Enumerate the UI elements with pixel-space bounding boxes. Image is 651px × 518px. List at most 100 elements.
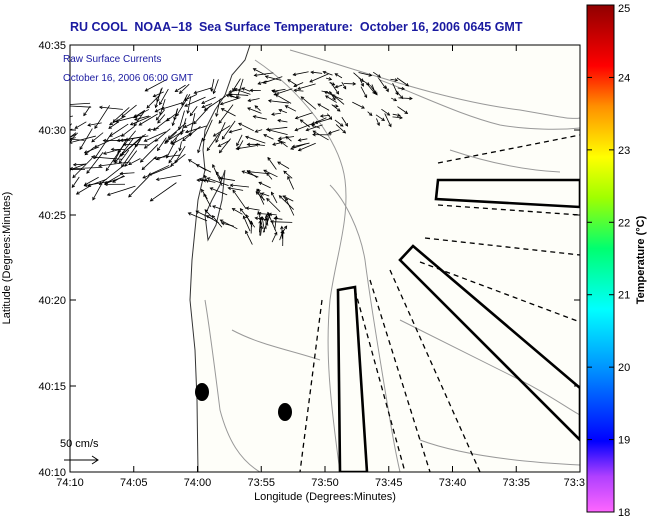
current-vector xyxy=(211,215,223,228)
current-vector xyxy=(229,128,243,133)
current-vector-head xyxy=(228,89,233,94)
current-vector xyxy=(112,175,125,183)
x-axis-label: Longitude (Degrees:Minutes) xyxy=(254,491,396,503)
current-vector-head xyxy=(56,173,59,176)
current-vector xyxy=(121,133,146,156)
current-vector xyxy=(253,115,267,120)
current-vector-head xyxy=(254,105,259,109)
current-vector xyxy=(285,105,297,112)
current-vector xyxy=(179,141,182,151)
current-vector-head xyxy=(245,230,249,234)
current-vector-head xyxy=(212,163,216,168)
current-vector xyxy=(86,151,104,174)
current-vector-head xyxy=(247,98,252,103)
current-vector xyxy=(293,82,304,87)
current-vector xyxy=(385,85,389,92)
current-vector-head xyxy=(138,122,143,126)
current-vector-head xyxy=(228,129,233,134)
current-vector xyxy=(148,165,170,176)
current-vector-head xyxy=(201,188,205,193)
scale-label: 50 cm/s xyxy=(60,438,99,450)
current-vector-head xyxy=(310,70,315,75)
current-vector xyxy=(213,79,219,94)
current-vector-head xyxy=(263,169,267,173)
current-vector xyxy=(263,169,278,178)
current-vector-head xyxy=(322,70,327,75)
current-vector-head xyxy=(128,161,132,166)
current-vector xyxy=(113,137,128,163)
current-vector xyxy=(358,77,370,86)
current-vector-head xyxy=(98,163,102,168)
current-vector xyxy=(335,84,343,88)
current-vector xyxy=(145,78,168,92)
current-vector-head xyxy=(225,93,230,98)
current-vector xyxy=(397,106,408,114)
current-vector xyxy=(312,130,329,141)
current-vector-head xyxy=(48,147,51,150)
current-vector-head xyxy=(262,80,267,84)
current-vector xyxy=(206,133,220,151)
current-vector-head xyxy=(83,150,88,154)
current-vector xyxy=(271,112,281,115)
current-vector-head xyxy=(86,170,90,174)
current-vector-head xyxy=(160,106,165,111)
current-vector-head xyxy=(284,105,289,109)
current-vector xyxy=(326,113,332,120)
current-vector-head xyxy=(139,159,144,163)
survey-boxes xyxy=(336,178,580,472)
current-vector xyxy=(170,129,184,144)
current-vector-head xyxy=(198,177,203,182)
current-vector xyxy=(392,116,403,119)
current-vector-head xyxy=(266,197,270,202)
colorbar-tick-label: 22 xyxy=(618,217,630,229)
current-vector xyxy=(334,119,344,127)
y-tick-label: 40:10 xyxy=(38,467,66,479)
current-vector-head xyxy=(47,120,50,123)
current-vector xyxy=(168,150,178,164)
current-vector-head xyxy=(352,82,357,86)
sandy-hook xyxy=(204,169,226,242)
current-vector-head xyxy=(175,112,180,117)
current-vector xyxy=(150,182,177,202)
current-vector xyxy=(245,230,253,245)
current-vector-head xyxy=(245,206,250,211)
current-vector xyxy=(311,117,327,125)
current-vector xyxy=(278,109,287,114)
current-vector-head xyxy=(249,220,254,225)
current-vector-head xyxy=(259,225,264,230)
current-vector xyxy=(187,96,192,114)
current-vector-head xyxy=(294,116,299,120)
current-vector-head xyxy=(382,85,387,90)
current-vector-head xyxy=(368,73,373,77)
current-vector-head xyxy=(312,130,317,134)
current-vector xyxy=(193,105,211,125)
current-vector xyxy=(194,87,213,94)
current-vector-head xyxy=(94,125,98,129)
current-vector xyxy=(255,144,265,146)
current-vector-head xyxy=(220,221,225,226)
current-vector-head xyxy=(335,104,339,108)
current-vector xyxy=(99,106,123,110)
current-vector-head xyxy=(133,122,138,127)
current-vector xyxy=(70,138,85,141)
current-vector xyxy=(263,134,274,140)
current-vector-head xyxy=(277,118,281,123)
current-vector xyxy=(201,96,216,104)
current-vector xyxy=(266,172,273,180)
current-vector-head xyxy=(242,215,247,220)
current-vector xyxy=(73,163,86,166)
current-vector xyxy=(146,94,161,109)
current-vector xyxy=(295,112,313,119)
current-vector-head xyxy=(210,88,214,92)
current-vector-head xyxy=(281,229,285,234)
current-vector xyxy=(325,95,337,103)
current-vector-head xyxy=(204,209,209,213)
current-vector-head xyxy=(328,116,333,120)
current-vector xyxy=(381,108,390,116)
current-vector xyxy=(141,156,157,170)
current-vector xyxy=(179,83,190,94)
current-vector xyxy=(70,132,77,138)
current-vector xyxy=(285,198,295,216)
current-vector xyxy=(124,150,138,167)
colorbar-tick-label: 21 xyxy=(618,290,630,302)
